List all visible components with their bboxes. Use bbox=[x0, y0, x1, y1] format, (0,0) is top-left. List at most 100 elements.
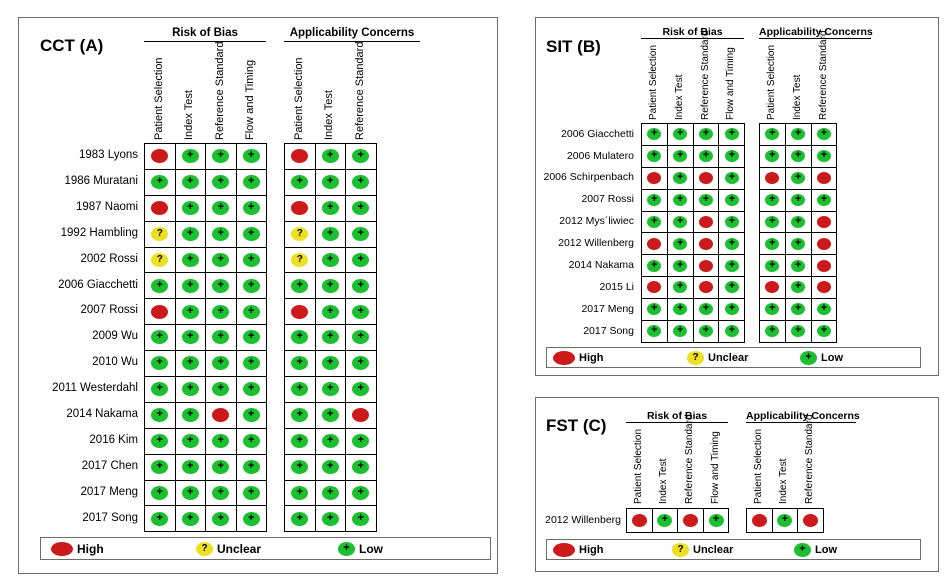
table-row bbox=[759, 210, 838, 234]
high-risk-icon bbox=[698, 171, 713, 184]
low-risk-icon bbox=[791, 171, 806, 184]
column-header: Index Test bbox=[323, 90, 336, 140]
low-risk-icon bbox=[181, 175, 199, 190]
table-row bbox=[284, 324, 377, 352]
table-row bbox=[284, 143, 377, 170]
rating-cell bbox=[314, 505, 346, 533]
low-risk-icon bbox=[765, 128, 780, 141]
rating-cell bbox=[174, 350, 206, 378]
column-header: Patient Selection bbox=[292, 57, 305, 140]
low-risk-icon bbox=[181, 226, 199, 241]
rating-cell bbox=[284, 298, 316, 326]
low-risk-icon bbox=[291, 511, 309, 526]
rating-cell bbox=[759, 276, 786, 300]
app-grid-cct bbox=[284, 143, 377, 533]
rating-cell bbox=[666, 166, 694, 190]
high-risk-icon bbox=[698, 281, 713, 294]
low-risk-icon bbox=[352, 304, 370, 319]
low-risk-icon bbox=[181, 459, 199, 474]
rating-cell bbox=[641, 298, 668, 322]
high-risk-icon bbox=[291, 304, 309, 319]
study-label: 2010 Wu bbox=[92, 356, 138, 369]
rating-cell bbox=[314, 427, 346, 455]
rating-cell bbox=[205, 453, 237, 481]
low-risk-icon bbox=[242, 330, 260, 345]
low-risk-icon bbox=[765, 303, 780, 316]
rating-cell bbox=[692, 123, 720, 146]
unclear-risk-icon bbox=[687, 350, 704, 365]
rating-cell bbox=[345, 298, 377, 326]
table-row bbox=[144, 427, 267, 455]
study-label: 2011 Westerdahl bbox=[52, 382, 138, 395]
table-row bbox=[284, 194, 377, 222]
legend-item-low: Low bbox=[800, 350, 843, 365]
table-row bbox=[626, 508, 730, 533]
low-risk-icon bbox=[352, 382, 370, 397]
low-risk-icon bbox=[321, 459, 339, 474]
high-risk-icon bbox=[816, 281, 831, 294]
table-row bbox=[641, 123, 746, 146]
rating-cell bbox=[692, 166, 720, 190]
rating-cell bbox=[284, 505, 316, 533]
rating-cell bbox=[314, 168, 346, 196]
low-risk-icon bbox=[181, 356, 199, 371]
rating-cell bbox=[314, 298, 346, 326]
low-risk-icon bbox=[647, 128, 662, 141]
rating-cell bbox=[205, 324, 237, 352]
low-risk-icon bbox=[321, 408, 339, 423]
legend-label: Low bbox=[821, 351, 843, 364]
rating-cell bbox=[641, 254, 668, 278]
rating-cell bbox=[759, 188, 786, 212]
low-risk-icon bbox=[673, 215, 688, 228]
low-risk-icon bbox=[816, 128, 831, 141]
low-risk-icon bbox=[724, 281, 739, 294]
low-risk-icon bbox=[212, 252, 230, 267]
low-risk-icon bbox=[291, 330, 309, 345]
rating-cell bbox=[759, 166, 786, 190]
low-risk-icon bbox=[181, 330, 199, 345]
low-risk-icon bbox=[212, 304, 230, 319]
rating-cell bbox=[235, 401, 267, 429]
low-risk-icon bbox=[212, 485, 230, 500]
low-risk-icon bbox=[151, 330, 169, 345]
rating-cell bbox=[784, 298, 812, 322]
legend-item-high: High bbox=[553, 542, 603, 557]
rating-cell bbox=[641, 320, 668, 343]
low-risk-icon bbox=[724, 150, 739, 163]
low-risk-icon bbox=[724, 128, 739, 141]
table-row bbox=[144, 194, 267, 222]
low-risk-icon bbox=[321, 330, 339, 345]
rating-cell bbox=[314, 194, 346, 222]
rating-cell bbox=[702, 508, 730, 533]
rating-cell bbox=[718, 320, 746, 343]
low-risk-icon bbox=[352, 175, 370, 190]
rating-cell bbox=[314, 143, 346, 170]
rating-cell bbox=[810, 276, 838, 300]
rating-cell bbox=[784, 254, 812, 278]
legend-item-high: High bbox=[51, 541, 104, 556]
study-label: 1983 Lyons bbox=[78, 149, 138, 162]
high-risk-icon bbox=[212, 408, 230, 423]
low-risk-icon bbox=[212, 175, 230, 190]
rating-cell bbox=[235, 194, 267, 222]
rating-cell bbox=[174, 220, 206, 248]
low-risk-icon bbox=[242, 226, 260, 241]
rating-cell bbox=[692, 144, 720, 168]
low-risk-icon bbox=[698, 150, 713, 163]
rating-cell bbox=[784, 166, 812, 190]
column-header: Reference Standard bbox=[804, 414, 815, 504]
high-risk-icon bbox=[291, 149, 309, 164]
table-row bbox=[746, 508, 824, 533]
rating-cell bbox=[284, 479, 316, 507]
table-row bbox=[759, 144, 838, 168]
rating-cell bbox=[284, 376, 316, 403]
rating-cell bbox=[205, 272, 237, 300]
rating-cell bbox=[284, 272, 316, 300]
group-header-rob-sit: Risk of Bias bbox=[662, 26, 723, 38]
low-risk-icon bbox=[242, 278, 260, 293]
low-risk-icon bbox=[181, 278, 199, 293]
study-label: 2002 Rossi bbox=[80, 252, 138, 265]
low-risk-icon bbox=[181, 485, 199, 500]
rating-cell bbox=[205, 143, 237, 170]
rating-cell bbox=[174, 324, 206, 352]
